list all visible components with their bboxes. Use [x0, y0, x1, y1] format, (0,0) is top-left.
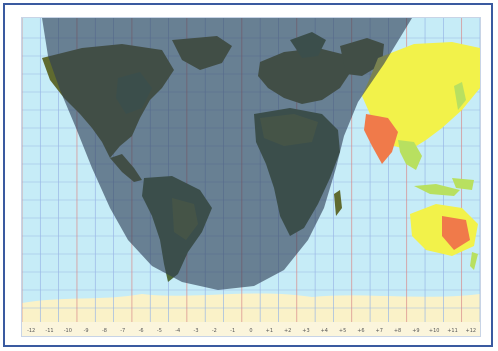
- timezone-label: +5: [339, 328, 346, 334]
- new-guinea: [452, 178, 474, 190]
- map-frame: -12 -11 -10 -9 -8 -7 -6 -5 -4 -3 -2 -1 0 +1 +2 +3 +4 +5 +6…: [3, 3, 493, 347]
- australia-east: [442, 216, 470, 250]
- timezone-label: +9: [412, 328, 419, 334]
- timezone-label: -7: [120, 328, 125, 334]
- timezone-label: +6: [357, 328, 364, 334]
- timezone-label: -11: [45, 328, 53, 334]
- new-zealand: [470, 252, 478, 270]
- timezone-strip-background: [22, 322, 480, 336]
- timezone-label: +1: [266, 328, 273, 334]
- timezone-label: -4: [175, 328, 180, 334]
- world-map-svg: -12 -11 -10 -9 -8 -7 -6 -5 -4 -3 -2 -1 0 +1 +2 +3 +4 +5 +6…: [22, 18, 480, 336]
- japan: [454, 82, 466, 110]
- timezone-label: +4: [321, 328, 328, 334]
- timezone-label: +10: [429, 328, 440, 334]
- timezone-label: -5: [157, 328, 162, 334]
- timezone-label: -3: [194, 328, 199, 334]
- india: [364, 114, 398, 164]
- timezone-label-strip: -12 -11 -10 -9 -8 -7 -6 -5 -4 -3 -2 -1 0 +1 +2 +3 +4 +5 +6…: [22, 322, 480, 336]
- timezone-label: -10: [64, 328, 72, 334]
- timezone-label: +8: [394, 328, 401, 334]
- timezone-label: 0: [249, 328, 252, 334]
- timezone-label: -1: [230, 328, 235, 334]
- southeast-asia: [398, 140, 422, 170]
- timezone-label: +11: [447, 328, 458, 334]
- timezone-label: -6: [139, 328, 144, 334]
- timezone-label: +2: [284, 328, 291, 334]
- timezone-label: -9: [84, 328, 89, 334]
- indonesia: [414, 184, 460, 196]
- night-overlay: [42, 18, 412, 290]
- timezone-label: +7: [376, 328, 383, 334]
- madagascar: [334, 190, 342, 216]
- world-map: -12 -11 -10 -9 -8 -7 -6 -5 -4 -3 -2 -1 0 +1 +2 +3 +4 +5 +6…: [21, 17, 481, 337]
- timezone-label: +12: [466, 328, 477, 334]
- timezone-label: -8: [102, 328, 107, 334]
- timezone-label: -12: [27, 328, 35, 334]
- timezone-label: -2: [212, 328, 217, 334]
- timezone-label: +3: [302, 328, 309, 334]
